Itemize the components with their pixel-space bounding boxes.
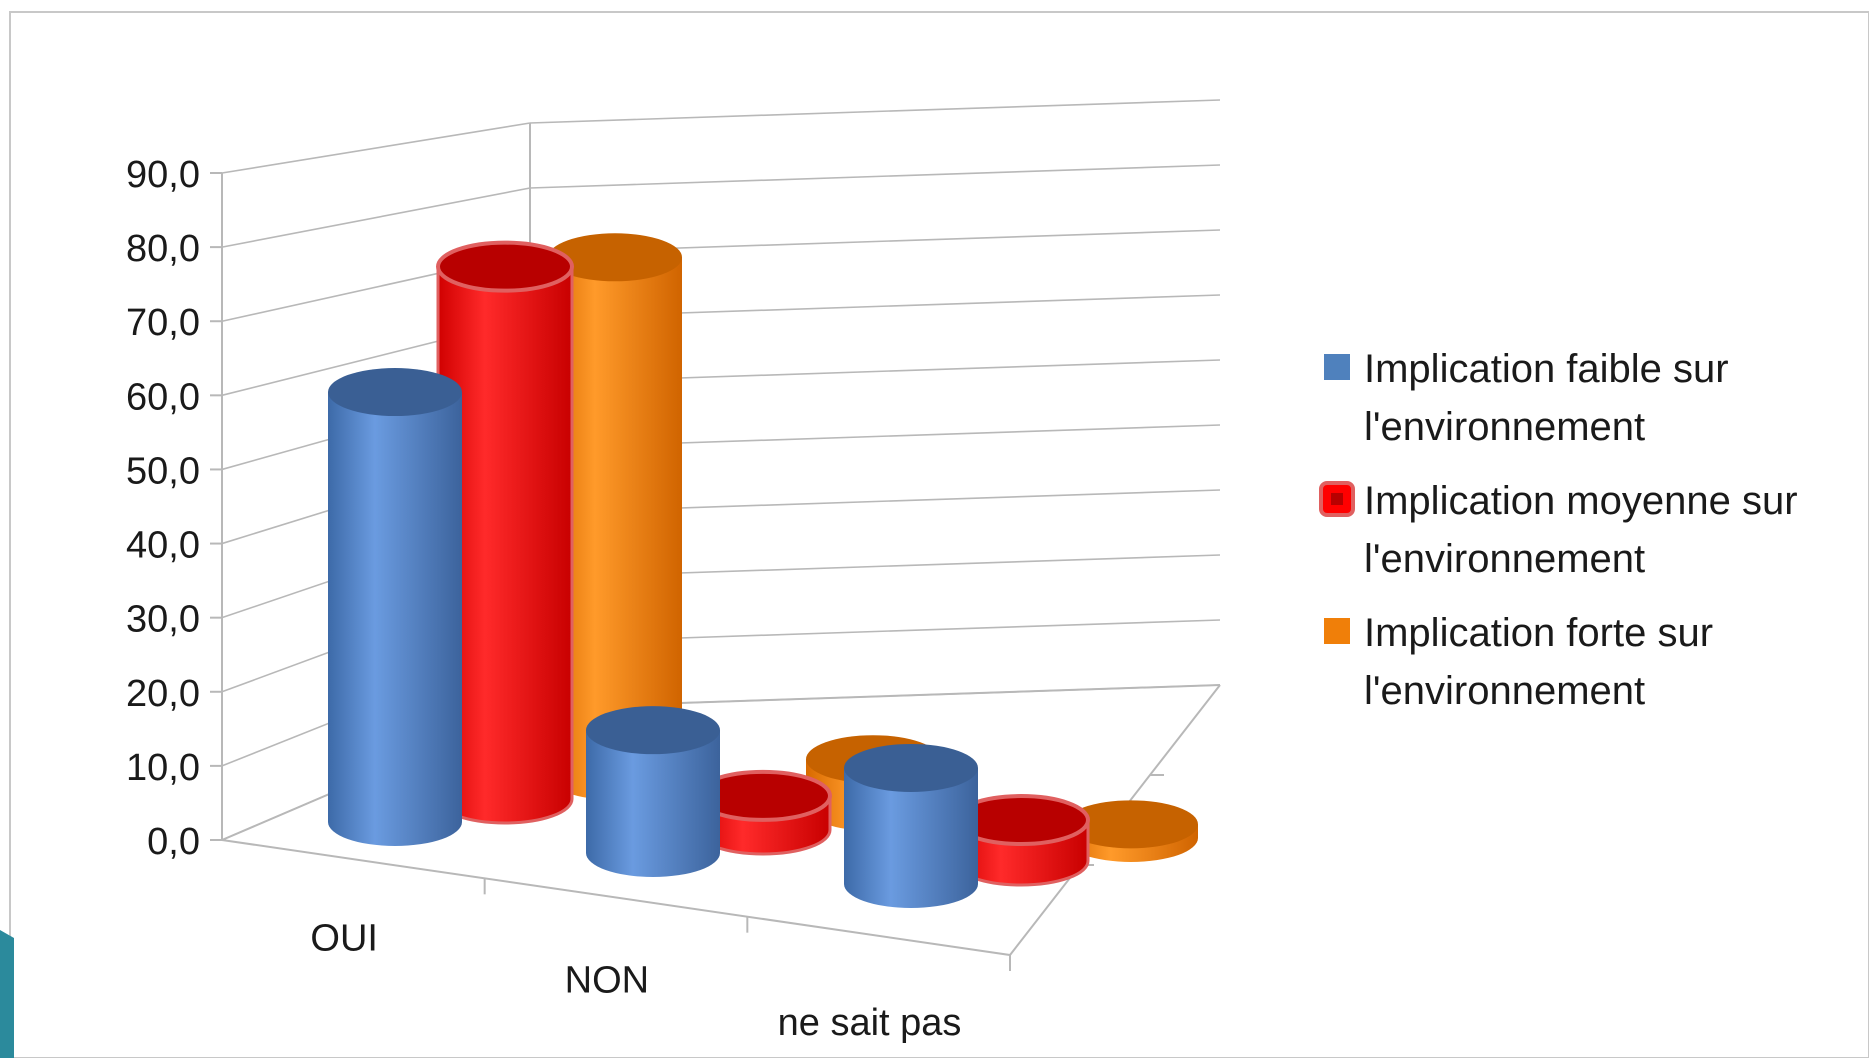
left-wall-gridline [221, 187, 531, 248]
bar-top [844, 743, 978, 792]
bar-cylinder [548, 233, 682, 800]
legend-swatch [1324, 354, 1350, 380]
x-axis-label: NON [565, 960, 649, 1002]
x-axis-labels: OUI NON ne sait pas [310, 917, 961, 1044]
legend-label: l'environnement [1364, 537, 1645, 581]
bar-body [844, 767, 978, 908]
y-tick-label: 20,0 [126, 673, 200, 715]
bar-cylinder [436, 240, 574, 825]
back-wall-gridline [529, 164, 1221, 189]
bar-top [328, 368, 462, 417]
legend-label: Implication moyenne sur [1364, 479, 1798, 523]
y-tick-label: 70,0 [126, 302, 200, 344]
y-tick-label: 10,0 [126, 747, 200, 789]
bar-body [586, 730, 720, 877]
legend-label: Implication faible sur [1364, 347, 1729, 391]
bars [328, 233, 1198, 908]
y-tick-label: 60,0 [126, 376, 200, 418]
y-tick-label: 40,0 [126, 525, 200, 567]
x-axis-label: ne sait pas [778, 1002, 962, 1044]
back-wall-gridline [529, 99, 1221, 124]
left-wall-gridline [221, 122, 531, 174]
legend-label: Implication forte sur [1364, 611, 1713, 655]
legend: Implication faible sur l'environnement Imp… [1319, 347, 1798, 713]
bar-cylinder [1064, 800, 1198, 862]
bar-cylinder [952, 794, 1090, 887]
legend-swatch [1324, 618, 1350, 644]
y-tick-label: 50,0 [126, 450, 200, 492]
bar-body [548, 257, 682, 800]
y-axis-ticks: 0,0 10,0 20,0 30,0 40,0 50,0 60,0 70,0 80,0 90,0 [126, 154, 1164, 971]
legend-swatch-inner [1331, 493, 1343, 505]
bar-top [548, 233, 682, 282]
bar-cylinder [844, 743, 978, 908]
x-axis-label: OUI [310, 917, 378, 959]
bar-top [1064, 800, 1198, 849]
y-tick-label: 80,0 [126, 228, 200, 270]
bar-body [328, 392, 462, 846]
bar-cylinder [328, 368, 462, 846]
y-tick-label: 90,0 [126, 154, 200, 196]
bar-cylinder [694, 769, 832, 856]
bar-top [586, 706, 720, 755]
bar-top [436, 240, 574, 293]
legend-label: l'environnement [1364, 669, 1645, 713]
legend-label: l'environnement [1364, 405, 1645, 449]
y-tick-label: 0,0 [147, 821, 200, 863]
bar-cylinder [586, 706, 720, 877]
decorative-corner-shape [0, 930, 14, 1058]
y-tick-label: 30,0 [126, 599, 200, 641]
